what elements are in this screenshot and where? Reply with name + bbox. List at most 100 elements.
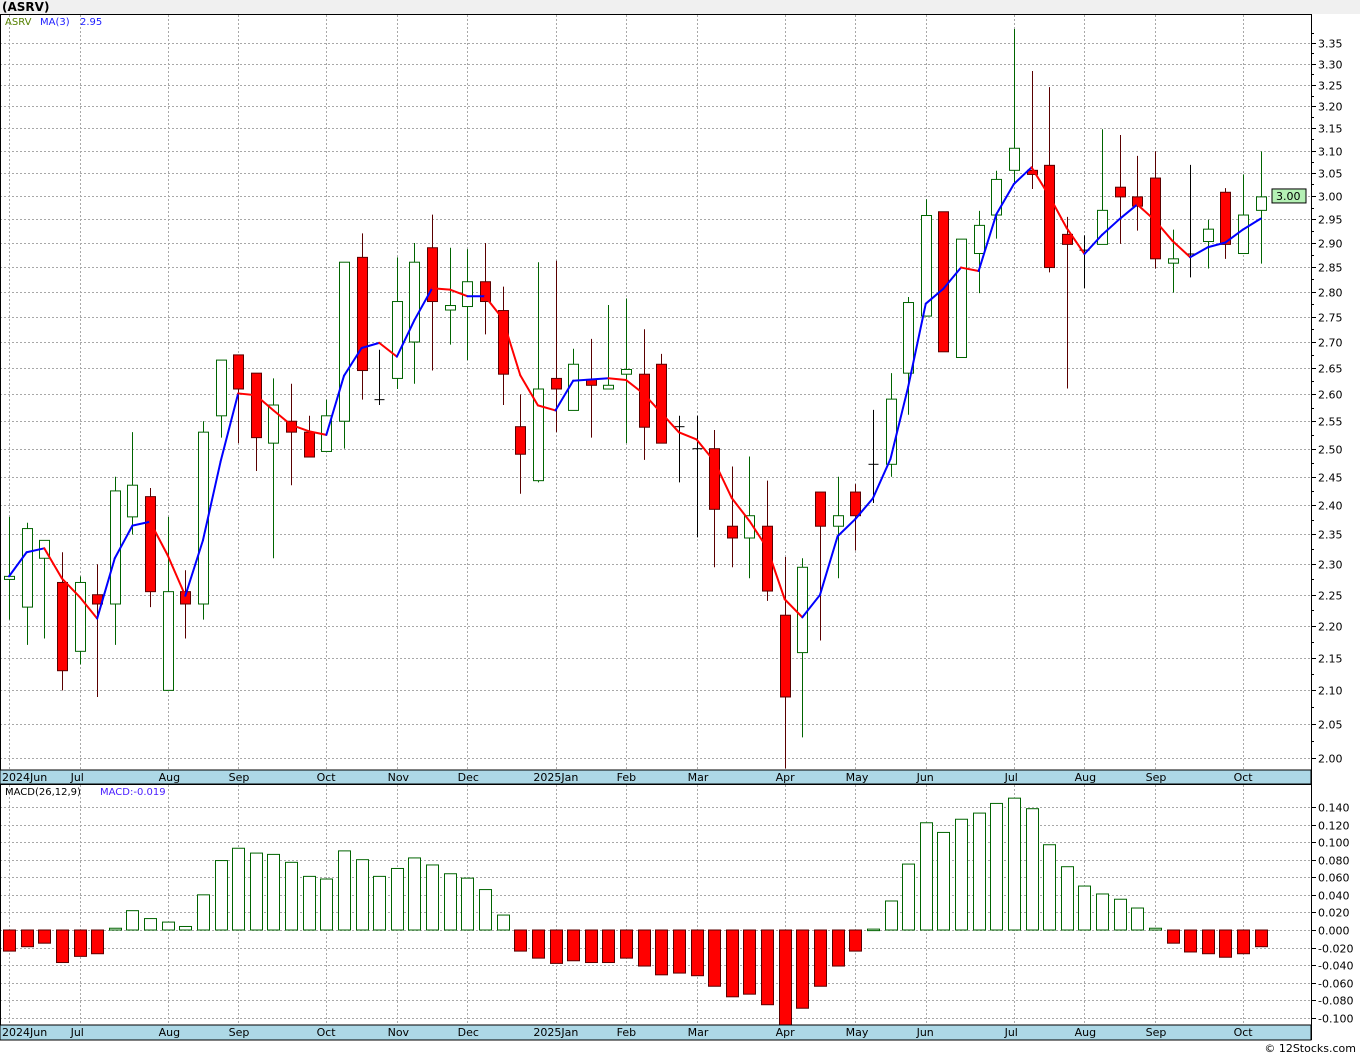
macd-date-label: Dec [458,1026,479,1039]
macd-bar-negative [638,929,651,967]
macd-tick-label: -0.040 [1318,960,1353,973]
candle-body [233,354,244,390]
macd-date-strip [0,1024,1312,1041]
price-date-label: May [846,771,869,784]
ma-segment [730,497,751,522]
candle-body [480,281,491,303]
candle [251,372,262,472]
candle [956,238,967,358]
candle [339,261,350,449]
ma-segment [783,598,804,619]
ma-segment [501,317,522,377]
ma-segment [695,438,716,463]
date-axis: 2024Jun 2024Jun Jul Jul Aug Aug Sep Sep Oct Oct No… [2,771,1253,1039]
ma-segment [237,392,257,397]
macd-bar-negative [691,929,704,977]
macd-bar-negative [567,929,580,962]
macd-bar-negative [550,929,563,964]
ma-segment [554,379,575,412]
macd-bar-positive [955,818,968,931]
ma-segment [519,374,539,407]
candle-body [75,581,86,652]
macd-date-label: Feb [617,1026,636,1039]
candle-body [1132,196,1143,207]
ma-segment [924,287,945,305]
candle-body [639,373,650,428]
candle-body [498,310,509,375]
macd-bar-positive [444,873,457,931]
price-tick-label: 2.00 [1318,753,1343,766]
price-tick-label: 2.25 [1318,590,1343,603]
candle [374,349,385,406]
candle [709,429,720,568]
macd-date-label: Oct [1234,1026,1254,1039]
candle [163,516,174,691]
macd-date-label: Sep [1146,1026,1167,1039]
candle [833,476,844,579]
candle-body [709,448,720,510]
candle [692,415,703,538]
candle-body [445,305,456,311]
macd-date-label: Aug [1075,1026,1096,1039]
candle [498,286,509,406]
price-date-label: Mar [688,771,709,784]
ma-segment [589,377,610,381]
candle-body [1044,164,1055,269]
macd-bar-positive [162,921,175,931]
candle [674,415,685,483]
candle-body [1062,233,1073,245]
candle [850,484,861,551]
candle [1220,188,1231,259]
ma-segment [1242,217,1262,231]
ma-segment [184,539,204,597]
ma-segment [60,577,81,598]
ma-segment [307,430,328,436]
macd-bar-positive [1008,797,1021,931]
ma-segment [1206,241,1227,249]
macd-bar-positive [303,875,316,931]
candle-body [1256,196,1267,211]
macd-date-label: Jul [70,1026,84,1039]
macd-tick-label: -0.100 [1318,1013,1353,1026]
last-price-box [1271,188,1307,204]
candle-body [551,377,562,390]
macd-tick-label: -0.080 [1318,995,1353,1008]
candle [551,260,562,433]
ma-segment [78,595,99,620]
price-date-label: 2025Jan [533,771,578,784]
candle-body [938,211,949,353]
price-tick-label: 3.15 [1318,123,1343,136]
candle-body [603,384,614,390]
candle [762,480,773,601]
candle-body [268,404,279,444]
candle [921,199,932,317]
price-date-label: Oct [317,771,337,784]
candle-body [1150,177,1161,260]
macd-date-label: Apr [776,1026,796,1039]
candle [1203,219,1214,269]
candle-body [427,247,438,303]
price-date-label: Apr [776,771,796,784]
ma-segment [1153,219,1174,243]
candle [409,242,420,384]
ma-segment [131,520,152,527]
candle-body [304,431,315,458]
macd-bar-positive [1078,885,1091,931]
candle [445,247,456,345]
macd-bar-positive [867,928,880,932]
candle [1097,129,1108,245]
macd-bar-negative [779,929,792,1027]
ma-segment [96,557,116,620]
ma-segment [1012,166,1033,185]
macd-bar-positive [285,861,298,931]
macd-bar-positive [1061,866,1074,931]
ma-segment [201,460,222,542]
candle [145,488,156,608]
ma-segment [378,341,398,358]
candle [533,262,544,483]
price-date-label: Sep [229,771,250,784]
macd-bar-negative [655,929,668,976]
macd-bar-positive [197,894,210,931]
ma-segment [642,392,663,414]
macd-bar-positive [232,847,245,931]
